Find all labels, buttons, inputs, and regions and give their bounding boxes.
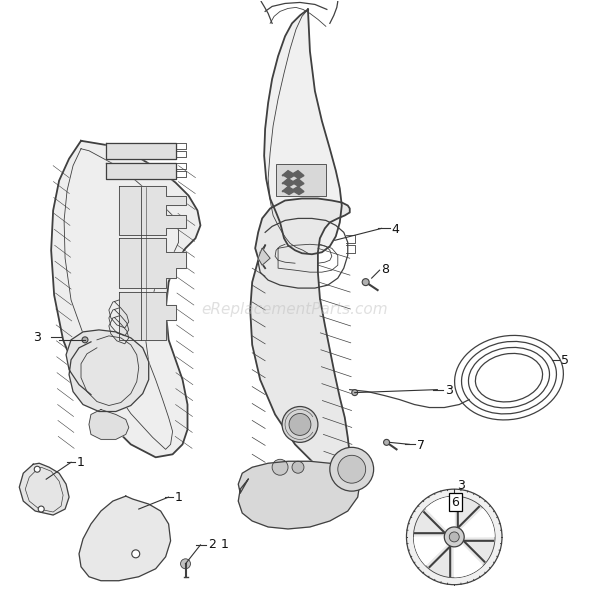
Text: 1: 1	[175, 491, 182, 504]
Polygon shape	[414, 537, 454, 565]
Circle shape	[362, 279, 369, 285]
Polygon shape	[282, 170, 304, 178]
Circle shape	[449, 532, 459, 542]
Circle shape	[181, 559, 191, 569]
Polygon shape	[282, 186, 304, 194]
Text: 2: 2	[208, 538, 217, 552]
Text: 3: 3	[457, 478, 465, 491]
Circle shape	[38, 506, 44, 512]
Polygon shape	[264, 9, 342, 254]
Polygon shape	[119, 292, 176, 340]
Text: 4: 4	[392, 223, 399, 236]
Polygon shape	[454, 537, 482, 577]
Polygon shape	[66, 330, 149, 411]
Circle shape	[414, 496, 495, 577]
Polygon shape	[119, 186, 185, 236]
Polygon shape	[238, 461, 360, 529]
Circle shape	[132, 550, 140, 558]
Circle shape	[289, 413, 311, 435]
Polygon shape	[427, 497, 454, 537]
Text: 3: 3	[445, 384, 453, 397]
Circle shape	[82, 337, 88, 343]
Circle shape	[352, 390, 358, 395]
Polygon shape	[282, 178, 304, 186]
Circle shape	[272, 459, 288, 475]
Polygon shape	[250, 199, 350, 482]
Polygon shape	[19, 463, 69, 515]
Polygon shape	[106, 163, 176, 178]
Text: 5: 5	[560, 354, 569, 367]
Text: 7: 7	[417, 439, 425, 452]
Text: 1: 1	[77, 456, 85, 469]
Polygon shape	[454, 509, 494, 537]
Polygon shape	[89, 410, 129, 439]
Circle shape	[34, 466, 40, 472]
Circle shape	[338, 455, 366, 483]
Text: eReplacementParts.com: eReplacementParts.com	[202, 303, 388, 317]
Circle shape	[282, 407, 318, 442]
Text: 8: 8	[382, 263, 389, 276]
Polygon shape	[119, 239, 185, 288]
Circle shape	[444, 527, 464, 547]
Polygon shape	[51, 141, 201, 458]
Bar	[276, 164, 326, 196]
Circle shape	[407, 489, 502, 585]
Text: 3: 3	[33, 331, 41, 344]
Circle shape	[330, 447, 373, 491]
Text: 1: 1	[220, 538, 228, 552]
Text: 6: 6	[451, 496, 459, 509]
Circle shape	[384, 439, 389, 445]
Circle shape	[292, 461, 304, 473]
Polygon shape	[79, 496, 171, 581]
Polygon shape	[258, 248, 270, 265]
Polygon shape	[106, 143, 176, 159]
